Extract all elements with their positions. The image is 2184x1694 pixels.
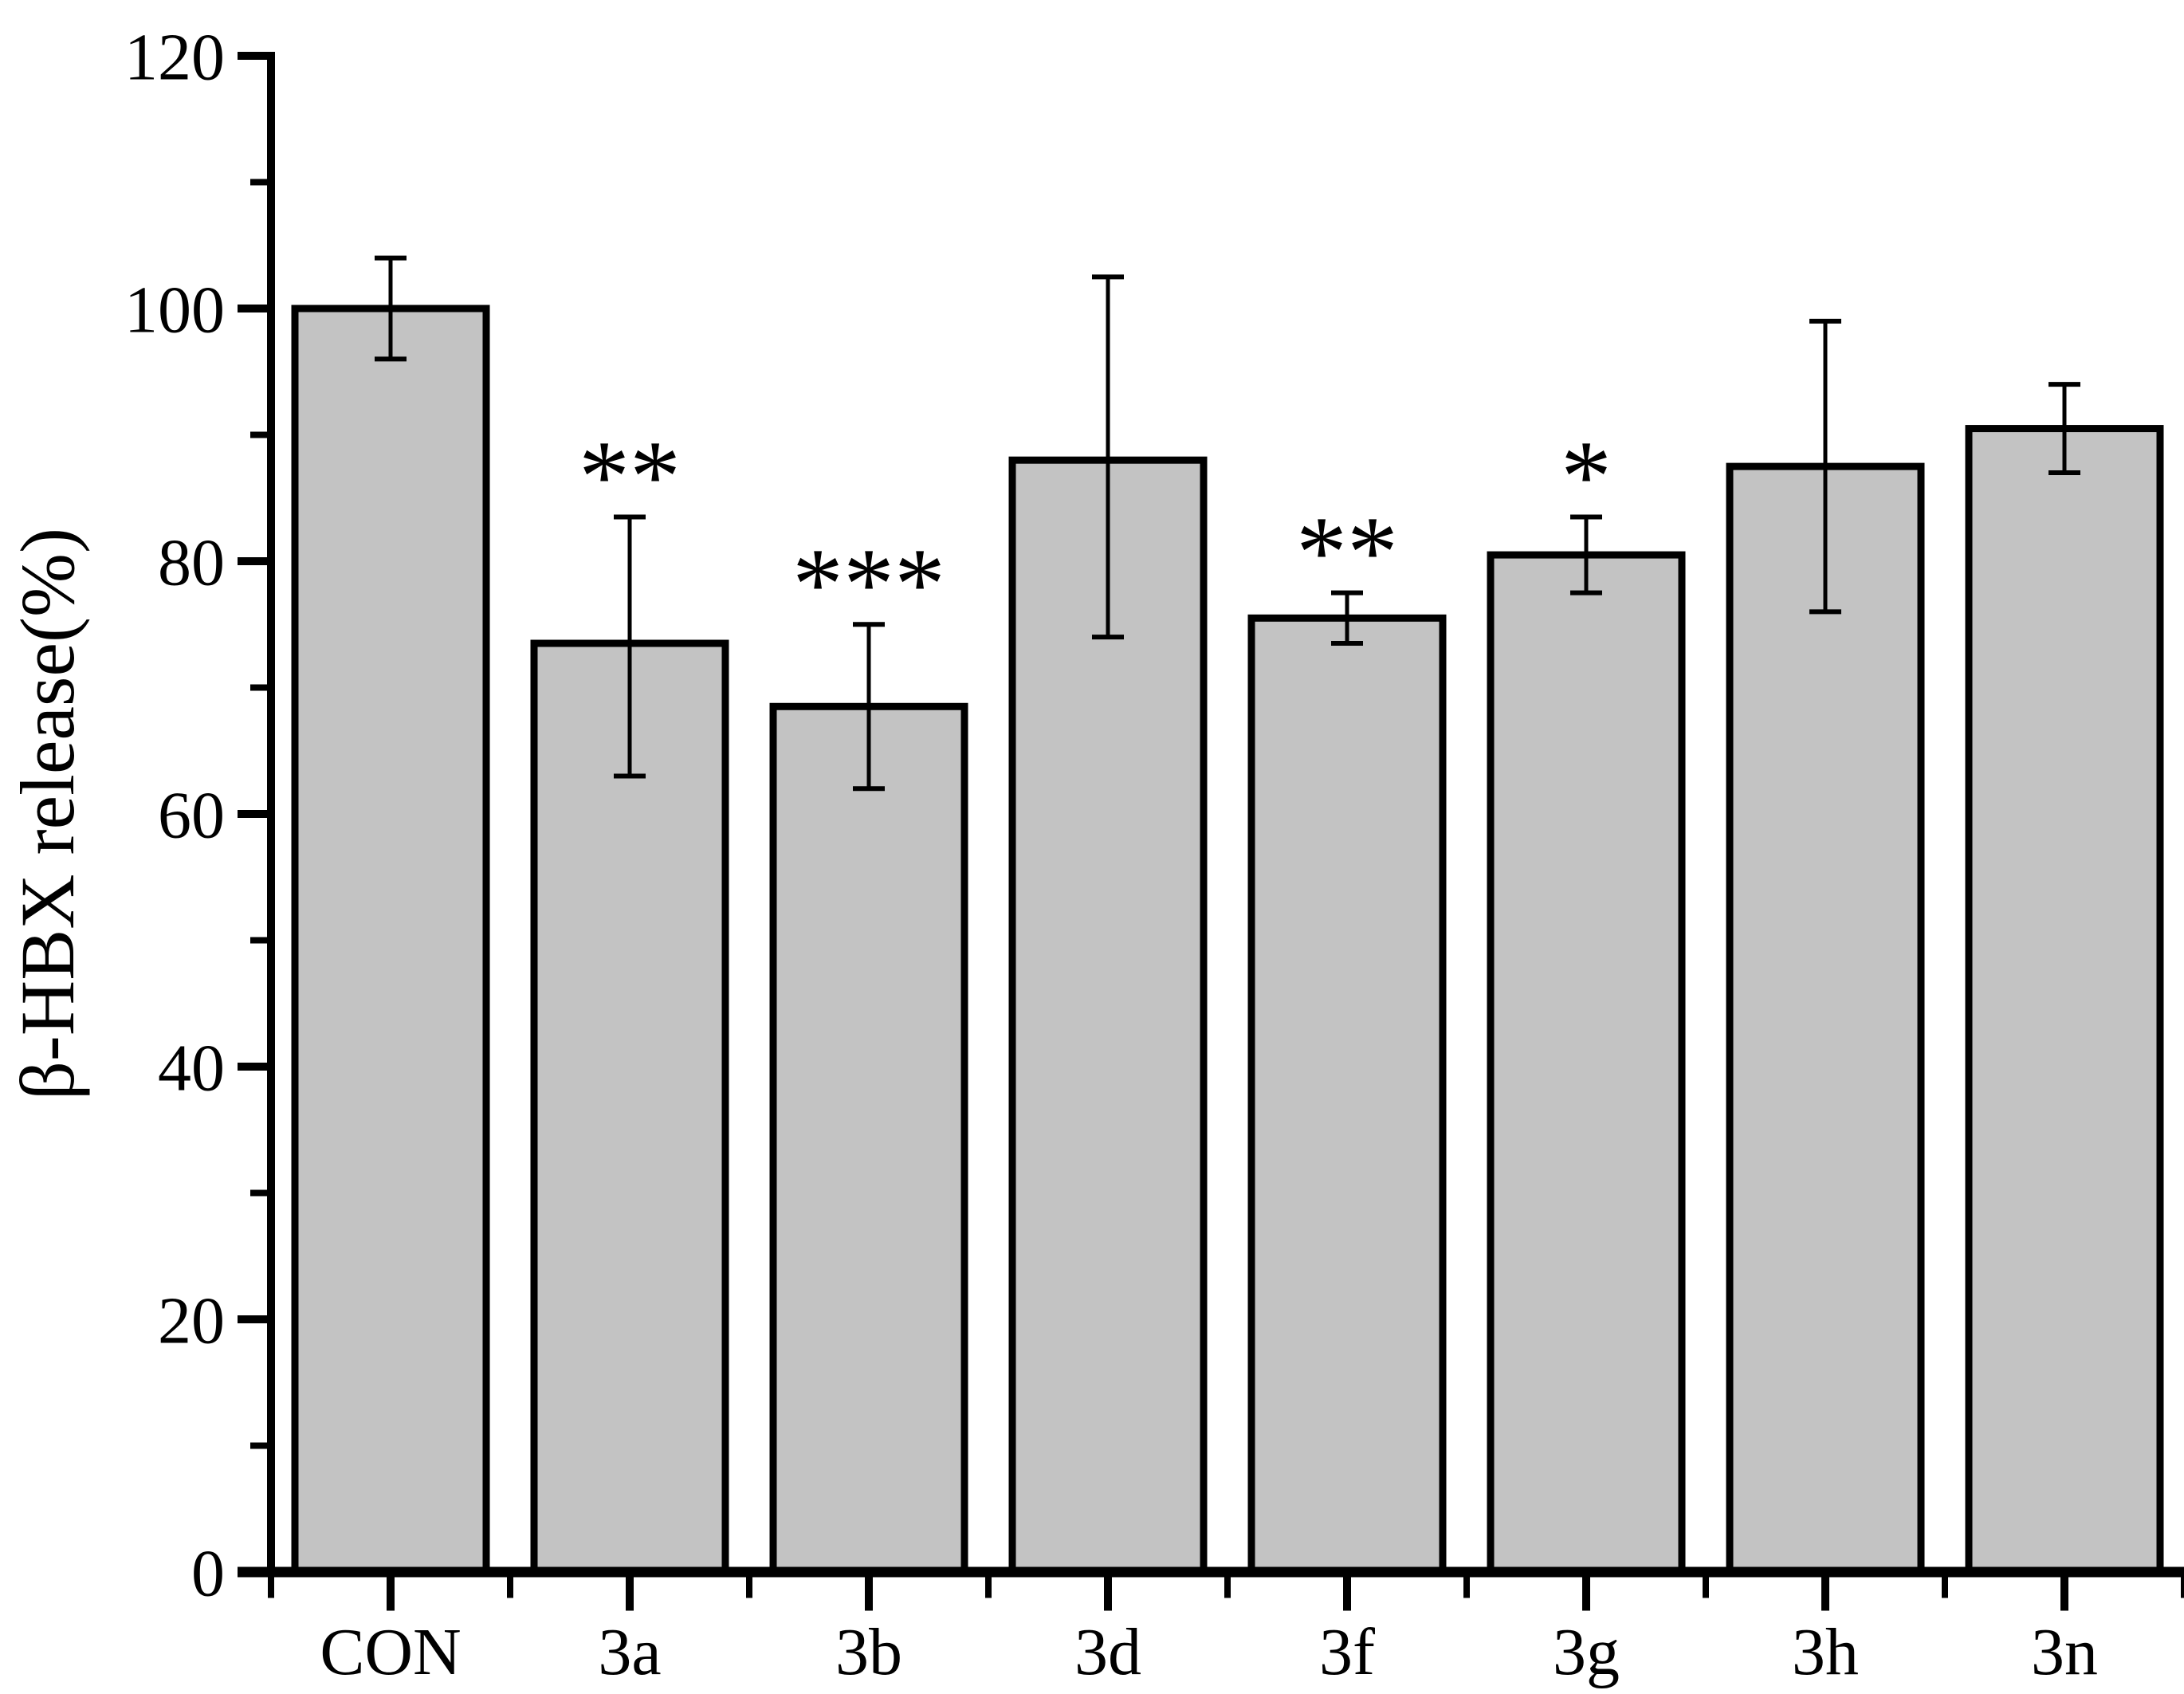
bar-3n bbox=[1965, 425, 2164, 1576]
axes-group bbox=[238, 52, 2184, 1611]
y-tick-label-80: 80 bbox=[158, 525, 225, 599]
bar-3b bbox=[769, 702, 968, 1576]
significance-marker-3a: ** bbox=[579, 420, 681, 533]
y-tick-label-60: 60 bbox=[158, 778, 225, 852]
significance-marker-3b: *** bbox=[792, 527, 945, 640]
error-bar-3f bbox=[1331, 590, 1363, 647]
y-tick-label-100: 100 bbox=[124, 273, 225, 347]
y-tick-label-40: 40 bbox=[158, 1031, 225, 1105]
labels-group: CON ** 3a *** 3b 3d ** 3f * 3g 3h 3n 0 20 40 60 80 100 120… bbox=[5, 20, 2098, 1689]
error-bar-CON bbox=[375, 255, 407, 362]
bar-3h bbox=[1726, 462, 1925, 1576]
x-tick-label-3f: 3f bbox=[1319, 1615, 1375, 1689]
y-tick-label-0: 0 bbox=[191, 1536, 225, 1610]
error-bar-3h bbox=[1809, 318, 1841, 615]
x-tick-label-CON: CON bbox=[320, 1615, 461, 1689]
bar-3f bbox=[1247, 614, 1447, 1576]
significance-marker-3g: * bbox=[1561, 420, 1612, 533]
error-bar-3d bbox=[1092, 274, 1124, 640]
y-tick-label-20: 20 bbox=[158, 1283, 225, 1358]
bar-3a bbox=[530, 639, 729, 1576]
bar-3g bbox=[1487, 551, 1686, 1576]
x-tick-label-3a: 3a bbox=[598, 1615, 661, 1689]
error-bar-3g bbox=[1570, 514, 1602, 595]
significance-marker-3f: ** bbox=[1296, 496, 1398, 609]
x-tick-label-3n: 3n bbox=[2031, 1615, 2098, 1689]
error-bar-3b bbox=[853, 622, 885, 792]
bars-group bbox=[291, 305, 2164, 1576]
error-bar-3a bbox=[614, 514, 646, 779]
y-axis-title: β-HBX release(%) bbox=[5, 528, 90, 1100]
bar-CON bbox=[291, 305, 490, 1576]
x-tick-label-3g: 3g bbox=[1553, 1615, 1620, 1689]
x-tick-label-3h: 3h bbox=[1792, 1615, 1859, 1689]
x-tick-label-3b: 3b bbox=[835, 1615, 902, 1689]
y-tick-label-120: 120 bbox=[124, 20, 225, 94]
error-bar-3n bbox=[2048, 382, 2080, 476]
x-tick-label-3d: 3d bbox=[1074, 1615, 1141, 1689]
bar-3d bbox=[1008, 456, 1208, 1576]
error-bars-group bbox=[375, 255, 2080, 792]
